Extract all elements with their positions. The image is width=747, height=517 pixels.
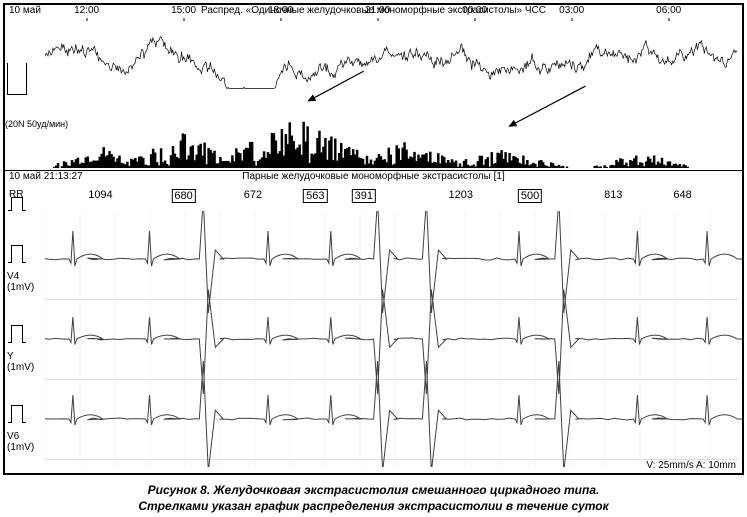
- calibration-pulse: [11, 405, 23, 423]
- calibration-pulse: [11, 325, 23, 343]
- lead-label-Y: Y(1mV): [7, 351, 34, 373]
- top-left-col: (20N 50уд/мин): [5, 19, 43, 168]
- time-tick: 00:00: [462, 5, 487, 16]
- rr-interval: 672: [244, 189, 262, 201]
- ecg-report-figure: 10 май Распред. «Одиночные желудочковые …: [3, 3, 744, 475]
- time-axis: 12:00 15:00 18:00 21:00 00:00 03:00 06:00: [45, 5, 738, 19]
- scale-marker: [7, 63, 27, 95]
- time-tick: 03:00: [559, 5, 584, 16]
- ecg-header: 10 май 21:13:27 Парные желудочковые моно…: [9, 171, 738, 185]
- ecg-strip-panel: 10 май 21:13:27 Парные желудочковые моно…: [5, 171, 742, 473]
- rr-interval: 1094: [88, 189, 112, 201]
- time-tick: 21:00: [365, 5, 390, 16]
- rr-interval: 563: [303, 189, 327, 203]
- distribution-panel: 10 май Распред. «Одиночные желудочковые …: [5, 5, 742, 171]
- rr-intervals-row: 1094 680 672 563 391 1203 500 813 648: [45, 189, 738, 209]
- time-tick: 12:00: [74, 5, 99, 16]
- rr-interval: 813: [604, 189, 622, 201]
- speed-amplitude-label: V: 25mm/s A: 10mm: [646, 460, 736, 471]
- rr-interval: 500: [518, 189, 542, 203]
- rr-interval: 1203: [449, 189, 473, 201]
- ecg-traces: [45, 211, 742, 467]
- arrows: [45, 19, 738, 168]
- caption-line-1: Рисунок 8. Желудочковая экстрасистолия с…: [148, 483, 600, 497]
- lead-label-V6: V6(1mV): [7, 431, 34, 453]
- rr-interval: 680: [171, 189, 195, 203]
- caption-line-2: Стрелками указан график распределения эк…: [138, 499, 608, 513]
- calibration-pulse: [11, 197, 23, 211]
- distribution-plot: [45, 19, 738, 168]
- rr-interval: 391: [352, 189, 376, 203]
- time-tick: 15:00: [171, 5, 196, 16]
- time-tick: 18:00: [268, 5, 293, 16]
- ecg-title: Парные желудочковые мономорфные экстраси…: [9, 171, 738, 182]
- calibration-pulse: [11, 245, 23, 263]
- lead-label-V4: V4(1mV): [7, 271, 34, 293]
- rr-interval: 648: [673, 189, 691, 201]
- time-tick: 06:00: [656, 5, 681, 16]
- figure-caption: Рисунок 8. Желудочковая экстрасистолия с…: [3, 483, 744, 514]
